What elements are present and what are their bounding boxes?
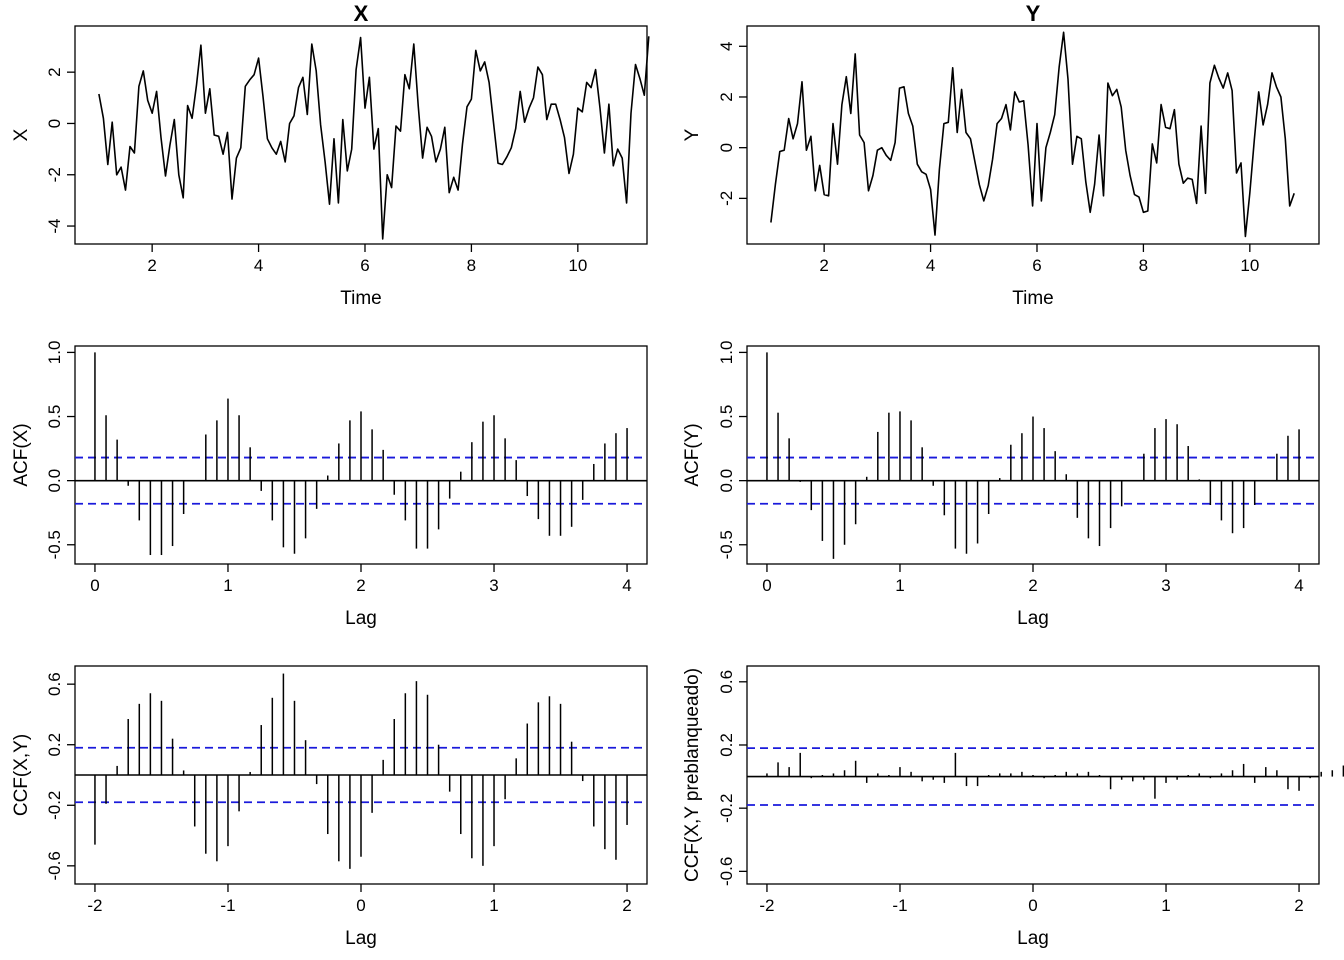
y-axis-label: ACF(X)	[11, 423, 32, 486]
panel-acf-x: 0 1 2 3 4 -0.5 0.0 0.5 1.0 Lag ACF(X)	[11, 341, 648, 629]
y-axis: -0.6 -0.2 0.2 0.6	[45, 672, 75, 880]
x-tick-label: 8	[1139, 256, 1148, 275]
x-axis-label: Lag	[345, 608, 377, 629]
x-tick-label: 0	[1028, 896, 1037, 915]
y-tick-label: 0.0	[45, 469, 64, 493]
y-axis-label: ACF(Y)	[682, 423, 703, 486]
y-tick-label: 0.2	[45, 733, 64, 757]
panel-ccf-xy: -2 -1 0 1 2 -0.6 -0.2 0.2 0.6 Lag CCF(X,Y)	[11, 665, 648, 949]
x-tick-label: 10	[568, 256, 587, 275]
x-axis-label: Lag	[1017, 928, 1049, 949]
y-tick-label: 0.6	[717, 670, 736, 694]
panel-ts-y: Y 2 4 6 8 10 -2 0 2 4 Time Y	[682, 1, 1320, 309]
acf-bars	[747, 352, 1319, 559]
x-axis-label: Time	[1012, 288, 1054, 309]
y-tick-label: -2	[45, 167, 64, 182]
y-tick-label: -0.5	[45, 530, 64, 559]
x-tick-label: 6	[1032, 256, 1041, 275]
x-tick-label: 3	[1161, 576, 1170, 595]
x-tick-label: 4	[254, 256, 263, 275]
x-axis: 2 4 6 8 10	[147, 244, 587, 275]
y-tick-label: 0.5	[717, 405, 736, 429]
ccf-bars	[747, 747, 1344, 806]
y-tick-label: -0.6	[717, 857, 736, 886]
y-tick-label: 0	[717, 143, 736, 152]
x-tick-label: 2	[1294, 896, 1303, 915]
series-line	[98, 36, 650, 240]
x-axis: 0 1 2 3 4	[762, 564, 1304, 595]
x-tick-label: 1	[895, 576, 904, 595]
panel-title: Y	[1026, 1, 1041, 26]
x-tick-label: 4	[1294, 576, 1303, 595]
y-axis-label: X	[11, 128, 32, 141]
x-tick-label: 8	[467, 256, 476, 275]
y-tick-label: 0.5	[45, 405, 64, 429]
x-tick-label: 1	[1161, 896, 1170, 915]
y-tick-label: -0.2	[717, 794, 736, 823]
x-tick-label: 2	[622, 896, 631, 915]
x-tick-label: -2	[759, 896, 774, 915]
x-tick-label: 1	[489, 896, 498, 915]
x-tick-label: 0	[90, 576, 99, 595]
plot-frame	[74, 25, 648, 245]
panel-ccf-prewhitened: -2 -1 0 1 2 -0.6 -0.2 0.2 0.6 Lag CCF(X,Y prebl…	[682, 665, 1344, 949]
panel-title: X	[354, 1, 369, 26]
x-tick-label: 0	[762, 576, 771, 595]
x-axis: 2 4 6 8 10	[819, 244, 1259, 275]
x-tick-label: 6	[360, 256, 369, 275]
y-axis-label: Y	[682, 128, 703, 141]
y-tick-label: 1.0	[45, 341, 64, 365]
x-tick-label: 2	[147, 256, 156, 275]
y-tick-label: 0.2	[717, 733, 736, 757]
x-axis: 0 1 2 3 4	[90, 564, 632, 595]
x-axis-label: Lag	[345, 928, 377, 949]
x-tick-label: 4	[622, 576, 631, 595]
y-axis-label: CCF(X,Y)	[11, 734, 32, 816]
y-tick-label: 0.6	[45, 672, 64, 696]
panel-ts-x: X 2 4 6 8 10 -4 -2 0 2 Time X	[11, 1, 650, 309]
y-axis-label: CCF(X,Y preblanqueado)	[682, 668, 703, 882]
y-tick-label: 2	[45, 67, 64, 76]
panel-acf-y: 0 1 2 3 4 -0.5 0.0 0.5 1.0 Lag ACF(Y)	[682, 341, 1320, 629]
acf-bars	[75, 352, 647, 556]
y-axis: -0.5 0.0 0.5 1.0	[45, 341, 75, 559]
ccf-bars	[75, 673, 647, 869]
y-axis: -0.6 -0.2 0.2 0.6	[717, 670, 747, 886]
x-axis: -2 -1 0 1 2	[87, 884, 632, 915]
y-tick-label: 1.0	[717, 341, 736, 365]
y-tick-label: -0.2	[45, 791, 64, 820]
x-axis-label: Lag	[1017, 608, 1049, 629]
y-tick-label: 4	[717, 42, 736, 51]
x-tick-label: -2	[87, 896, 102, 915]
x-tick-label: 2	[356, 576, 365, 595]
x-tick-label: -1	[220, 896, 235, 915]
y-tick-label: -4	[45, 218, 64, 233]
y-axis: -4 -2 0 2	[45, 67, 75, 234]
x-axis: -2 -1 0 1 2	[759, 884, 1304, 915]
series-line	[770, 31, 1295, 238]
x-tick-label: 10	[1240, 256, 1259, 275]
x-tick-label: 4	[926, 256, 935, 275]
x-tick-label: 0	[356, 896, 365, 915]
x-tick-label: 2	[1028, 576, 1037, 595]
series-path	[770, 31, 1295, 238]
y-tick-label: -0.5	[717, 530, 736, 559]
series-path	[98, 36, 650, 240]
plot-frame	[746, 25, 1320, 245]
x-tick-label: 3	[489, 576, 498, 595]
y-tick-label: 0	[45, 119, 64, 128]
x-axis-label: Time	[340, 288, 382, 309]
y-axis: -2 0 2 4	[717, 42, 747, 206]
y-tick-label: -0.6	[45, 851, 64, 880]
y-tick-label: 0.0	[717, 469, 736, 493]
y-tick-label: 2	[717, 92, 736, 101]
x-tick-label: 1	[223, 576, 232, 595]
x-tick-label: 2	[819, 256, 828, 275]
x-tick-label: -1	[892, 896, 907, 915]
y-axis: -0.5 0.0 0.5 1.0	[717, 341, 747, 559]
y-tick-label: -2	[717, 191, 736, 206]
